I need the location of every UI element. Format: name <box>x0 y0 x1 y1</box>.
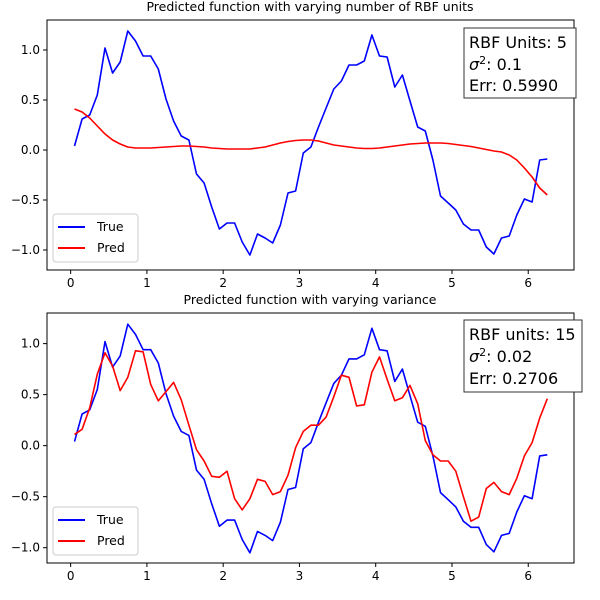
info-error: Err: 0.5990 <box>469 76 558 95</box>
x-tick-label: 5 <box>448 276 456 290</box>
info-variance-value: : 0.02 <box>486 347 532 366</box>
y-tick-label: 0.5 <box>21 388 40 402</box>
y-tick-label: −0.5 <box>11 193 40 207</box>
plot-frame <box>46 19 575 271</box>
x-tick-label: 0 <box>67 276 75 290</box>
series-true-line <box>73 30 548 256</box>
info-error: Err: 0.2706 <box>469 369 558 388</box>
legend-pred-label: Pred <box>97 240 125 255</box>
y-tick-label: 0.0 <box>21 439 40 453</box>
info-units: RBF Units: 5 <box>469 33 567 52</box>
y-tick-label: −0.5 <box>11 490 40 504</box>
info-box-frame <box>463 27 577 99</box>
info-variance: σ2: 0.02 <box>469 346 532 367</box>
x-tick-label: 5 <box>448 569 456 583</box>
series-pred-line <box>74 108 548 196</box>
info-variance-exponent: 2 <box>479 54 486 67</box>
y-tick-label: 1.0 <box>21 337 40 351</box>
legend-box <box>52 506 139 556</box>
x-tick-label: 0 <box>67 569 75 583</box>
info-box: RBF Units: 5 σ2: 0.1 Err: 0.5990 <box>463 27 577 99</box>
y-tick-label: −1.0 <box>11 541 40 555</box>
chart-title: Predicted function with varying variance <box>184 292 437 307</box>
info-variance: σ2: 0.1 <box>469 54 522 75</box>
legend-true-label: True <box>96 512 124 527</box>
x-tick-label: 2 <box>219 569 227 583</box>
x-tick-label: 3 <box>296 276 304 290</box>
series-pred-line <box>74 349 549 523</box>
x-tick-label: 4 <box>372 276 380 290</box>
x-tick-label: 1 <box>143 569 151 583</box>
legend: True Pred <box>52 506 139 556</box>
legend-box <box>52 213 139 263</box>
chart-title: Predicted function with varying number o… <box>146 0 473 14</box>
y-tick-label: 0.0 <box>21 143 40 157</box>
x-tick-label: 4 <box>372 569 380 583</box>
info-variance-exponent: 2 <box>479 346 486 359</box>
plot-frame <box>46 312 575 564</box>
info-units: RBF units: 15 <box>469 325 576 344</box>
info-variance-value: : 0.1 <box>486 55 522 74</box>
x-tick-label: 6 <box>524 569 532 583</box>
x-tick-label: 3 <box>296 569 304 583</box>
x-tick-label: 2 <box>219 276 227 290</box>
info-box: RBF units: 15 σ2: 0.02 Err: 0.2706 <box>463 319 583 393</box>
x-tick-label: 1 <box>143 276 151 290</box>
y-tick-label: 0.5 <box>21 93 40 107</box>
legend-pred-label: Pred <box>97 533 125 548</box>
y-tick-label: −1.0 <box>11 243 40 257</box>
series-true-line <box>73 323 548 554</box>
top-chart: Predicted function with varying number o… <box>11 0 577 290</box>
legend-true-label: True <box>96 219 124 234</box>
info-box-frame <box>463 319 583 393</box>
y-tick-label: 1.0 <box>21 43 40 57</box>
legend: True Pred <box>52 213 139 263</box>
x-tick-label: 6 <box>524 276 532 290</box>
bottom-chart: Predicted function with varying variance… <box>11 292 583 583</box>
